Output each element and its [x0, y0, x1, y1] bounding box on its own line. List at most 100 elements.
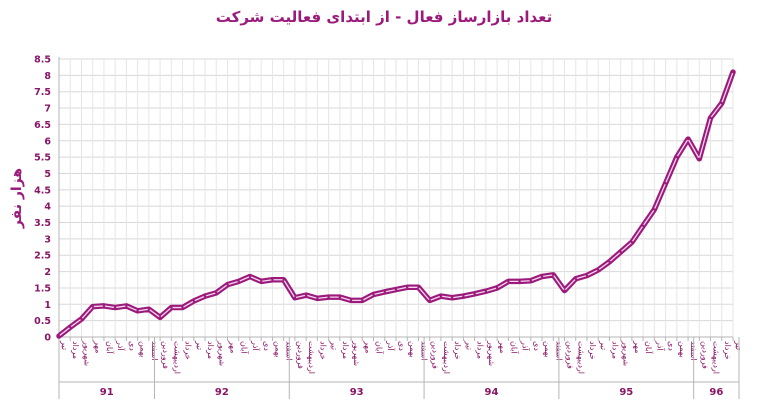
data-point: [80, 317, 83, 321]
x-tick-label: تیر: [330, 340, 339, 350]
x-tick-label: دی: [532, 341, 541, 351]
x-tick-label: بهمن: [678, 341, 687, 358]
y-tick-label: 0.5: [34, 316, 51, 327]
data-point: [57, 334, 61, 338]
data-point: [563, 289, 566, 292]
x-tick-label: مرداد: [341, 341, 350, 359]
x-tick-label: آبان: [644, 341, 654, 355]
data-point: [507, 280, 510, 283]
data-point: [158, 316, 162, 319]
x-tick-label: فروردین: [566, 341, 575, 369]
data-point: [113, 306, 117, 309]
data-point: [136, 309, 139, 313]
x-tick-label: مرداد: [476, 341, 485, 359]
data-point: [349, 299, 353, 302]
y-tick-label: 8: [44, 71, 51, 82]
x-tick-label: فروردین: [700, 341, 709, 369]
x-tick-label: دی: [127, 341, 136, 351]
data-point: [192, 299, 195, 303]
data-point: [417, 286, 420, 289]
data-point: [574, 277, 577, 280]
data-point: [552, 273, 555, 277]
y-tick-label: 7: [44, 104, 51, 115]
data-point: [327, 295, 330, 299]
x-tick-label: آذر: [251, 340, 261, 351]
x-tick-label: مرداد: [206, 341, 215, 359]
x-tick-label: تیر: [464, 340, 473, 350]
data-point: [69, 325, 72, 329]
data-point: [372, 293, 375, 296]
data-point: [226, 283, 229, 286]
data-point: [686, 137, 690, 141]
data-point: [102, 304, 106, 308]
x-tick-label: آذر: [116, 340, 126, 351]
x-tick-label: خرداد: [318, 341, 327, 360]
x-tick-label: فروردین: [431, 341, 440, 369]
data-point: [361, 299, 364, 302]
y-tick-label: 1.5: [34, 283, 51, 294]
data-point: [406, 286, 409, 289]
y-tick-label: 3: [44, 234, 51, 245]
x-tick-label: خرداد: [723, 341, 732, 360]
y-tick-label: 2.5: [34, 251, 51, 262]
data-point: [203, 294, 207, 298]
y-tick-label: 4: [44, 202, 51, 213]
data-point: [383, 290, 386, 294]
data-point: [495, 286, 499, 290]
y-tick-label: 5: [44, 169, 51, 180]
year-group-label: 93: [350, 387, 364, 398]
x-tick-label: مهر: [229, 340, 238, 353]
data-point: [484, 290, 488, 293]
x-tick-label: مهر: [94, 340, 103, 353]
data-point: [608, 260, 611, 263]
x-tick-label: آذر: [521, 340, 531, 351]
x-tick-label: آبان: [509, 341, 519, 355]
y-tick-label: 4.5: [34, 185, 51, 196]
y-tick-label: 3.5: [34, 218, 51, 229]
year-group-label: 96: [709, 387, 723, 398]
x-tick-label: آذر: [655, 340, 665, 351]
data-point: [731, 70, 735, 74]
data-point: [518, 280, 521, 283]
x-tick-label: اردیبهشت: [172, 341, 181, 374]
year-group-label: 95: [619, 387, 633, 398]
x-tick-label: فروردین: [161, 341, 170, 369]
x-tick-label: اردیبهشت: [307, 341, 316, 374]
x-tick-label: آذر: [386, 340, 396, 351]
x-tick-label: مرداد: [71, 341, 80, 359]
data-point: [248, 275, 252, 278]
y-tick-label: 0: [44, 333, 51, 344]
data-point: [675, 155, 679, 159]
data-point: [338, 295, 342, 299]
data-point: [450, 296, 454, 299]
x-tick-label: اردیبهشت: [577, 341, 586, 374]
data-point: [529, 279, 532, 282]
data-point: [720, 101, 723, 105]
data-point: [147, 308, 151, 311]
data-point: [698, 157, 701, 160]
data-point: [170, 306, 173, 309]
x-tick-label: خرداد: [184, 341, 193, 360]
x-tick-label: اردیبهشت: [712, 341, 721, 374]
x-tick-label: دی: [397, 341, 406, 351]
y-tick-label: 2: [44, 267, 51, 278]
x-tick-label: مهر: [633, 340, 642, 353]
y-tick-label: 5.5: [34, 153, 51, 164]
x-tick-label: خرداد: [588, 341, 597, 360]
x-tick-label: خرداد: [453, 341, 462, 360]
x-tick-label: مرداد: [610, 341, 619, 359]
x-tick-label: شهریور: [82, 340, 91, 366]
data-point: [428, 299, 431, 302]
data-point: [91, 305, 94, 308]
x-tick-label: بهمن: [139, 341, 148, 358]
y-tick-label: 7.5: [34, 87, 51, 98]
data-point: [271, 278, 274, 281]
data-point: [462, 294, 465, 298]
data-point: [304, 293, 308, 297]
x-tick-label: شهریور: [352, 340, 361, 366]
x-tick-label: مهر: [363, 340, 372, 353]
x-tick-label: آبان: [240, 341, 250, 355]
data-point: [439, 294, 443, 298]
data-point: [597, 268, 600, 272]
